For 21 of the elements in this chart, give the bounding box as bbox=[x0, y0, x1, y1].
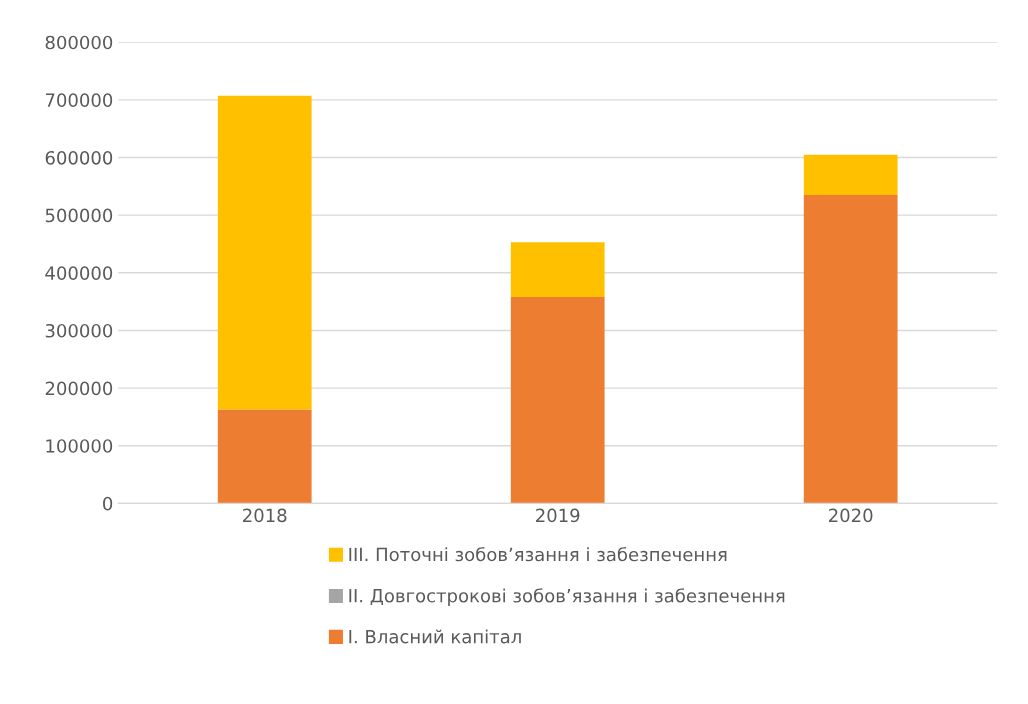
bar bbox=[510, 242, 605, 298]
bar bbox=[510, 297, 605, 504]
legend-label: II. Довгострокові зобов’язання і забезпечення bbox=[349, 588, 785, 607]
y-tick-label: 600000 bbox=[45, 150, 113, 165]
y-tick-label: 800000 bbox=[45, 35, 113, 50]
x-tick-label: 2018 bbox=[243, 508, 287, 523]
legend-label: I. Власний капітал bbox=[349, 629, 521, 644]
y-tick-label: 400000 bbox=[45, 266, 113, 280]
y-tick-label: 300000 bbox=[45, 323, 113, 338]
y-tick-label: 500000 bbox=[45, 208, 113, 223]
bar bbox=[217, 95, 312, 410]
y-tick-label: 0 bbox=[103, 496, 113, 511]
bar bbox=[803, 194, 898, 504]
x-tick-label: 2019 bbox=[536, 508, 580, 523]
legend-label: III. Поточні зобов’язання і забезпечення bbox=[349, 546, 727, 562]
y-tick-label: 700000 bbox=[45, 93, 113, 107]
x-tick-label: 2020 bbox=[829, 508, 873, 523]
y-tick-label: 100000 bbox=[46, 439, 113, 453]
bar bbox=[803, 154, 898, 195]
bar bbox=[217, 409, 312, 504]
y-tick-label: 200000 bbox=[45, 381, 113, 396]
